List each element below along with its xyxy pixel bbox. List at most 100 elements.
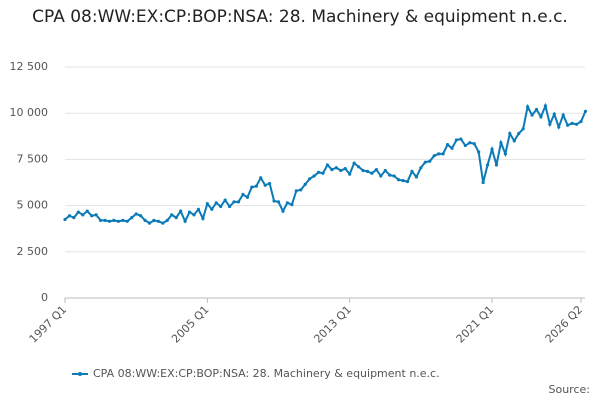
point bbox=[530, 113, 534, 117]
point bbox=[116, 219, 120, 223]
point bbox=[343, 167, 347, 171]
point bbox=[405, 179, 410, 184]
point bbox=[325, 163, 330, 167]
point bbox=[303, 182, 307, 186]
point bbox=[579, 119, 583, 124]
point bbox=[76, 210, 80, 214]
point bbox=[419, 166, 423, 170]
point bbox=[432, 154, 436, 158]
point bbox=[334, 166, 338, 170]
point bbox=[316, 170, 321, 174]
point bbox=[339, 168, 343, 173]
point bbox=[174, 216, 178, 220]
point bbox=[428, 159, 432, 163]
point bbox=[383, 168, 387, 173]
point bbox=[490, 147, 494, 151]
point bbox=[130, 216, 134, 220]
point bbox=[205, 202, 209, 206]
point bbox=[370, 171, 374, 175]
y-tick-label: 10 000 bbox=[10, 106, 49, 119]
point bbox=[548, 122, 552, 126]
point bbox=[441, 152, 445, 156]
point bbox=[534, 107, 539, 112]
point bbox=[517, 131, 521, 136]
point bbox=[574, 122, 579, 126]
point bbox=[552, 112, 556, 116]
point bbox=[330, 167, 334, 172]
y-tick-label: 7 500 bbox=[17, 152, 49, 165]
point bbox=[512, 139, 516, 143]
point bbox=[219, 204, 223, 209]
point bbox=[250, 185, 254, 189]
point bbox=[472, 142, 476, 146]
point bbox=[156, 219, 161, 223]
point bbox=[232, 200, 236, 204]
point bbox=[121, 218, 125, 222]
point bbox=[290, 203, 294, 207]
x-tick-label: 2021 Q1 bbox=[454, 303, 497, 346]
point bbox=[85, 209, 89, 213]
point bbox=[450, 146, 454, 150]
point bbox=[379, 174, 383, 178]
point bbox=[499, 141, 503, 145]
point bbox=[236, 200, 241, 204]
point bbox=[272, 199, 276, 203]
point bbox=[485, 163, 490, 167]
point bbox=[570, 121, 574, 125]
point bbox=[410, 169, 414, 174]
point bbox=[543, 104, 548, 108]
point bbox=[361, 168, 365, 173]
point bbox=[227, 204, 232, 209]
point bbox=[352, 161, 356, 165]
point bbox=[245, 195, 249, 199]
point bbox=[165, 218, 169, 222]
x-tick-label: 2013 Q1 bbox=[311, 303, 354, 346]
point bbox=[414, 175, 419, 179]
point bbox=[143, 218, 147, 222]
point bbox=[539, 115, 543, 119]
point bbox=[521, 127, 525, 131]
point bbox=[388, 173, 392, 177]
point bbox=[459, 137, 463, 141]
point bbox=[125, 219, 129, 223]
point bbox=[67, 214, 72, 218]
point bbox=[170, 213, 174, 217]
point bbox=[98, 218, 103, 222]
point bbox=[566, 123, 570, 127]
point bbox=[477, 150, 481, 154]
y-tick-label: 5 000 bbox=[17, 199, 49, 212]
x-tick-label: 1997 Q1 bbox=[27, 303, 70, 346]
point bbox=[374, 167, 378, 172]
point bbox=[179, 209, 183, 213]
point bbox=[81, 213, 85, 217]
point bbox=[583, 109, 588, 113]
point bbox=[214, 201, 218, 205]
point bbox=[392, 174, 396, 178]
point bbox=[481, 180, 485, 185]
point bbox=[312, 174, 316, 178]
point bbox=[454, 138, 459, 142]
point bbox=[192, 213, 196, 217]
point bbox=[294, 189, 298, 193]
x-tick-label: 2005 Q1 bbox=[169, 303, 212, 346]
point bbox=[423, 160, 427, 164]
point bbox=[223, 198, 227, 202]
point bbox=[299, 188, 303, 192]
y-tick-label: 0 bbox=[41, 291, 48, 304]
point bbox=[254, 184, 258, 188]
y-tick-label: 12 500 bbox=[10, 60, 49, 73]
point bbox=[107, 219, 112, 223]
point bbox=[201, 216, 205, 221]
source: Source: bbox=[549, 383, 591, 396]
point bbox=[112, 218, 116, 222]
point bbox=[494, 163, 499, 167]
point bbox=[103, 218, 107, 222]
point bbox=[72, 216, 76, 220]
point bbox=[348, 172, 352, 176]
y-tick-label: 2 500 bbox=[17, 245, 49, 258]
point bbox=[365, 169, 370, 174]
point bbox=[281, 209, 285, 213]
point bbox=[63, 217, 67, 222]
